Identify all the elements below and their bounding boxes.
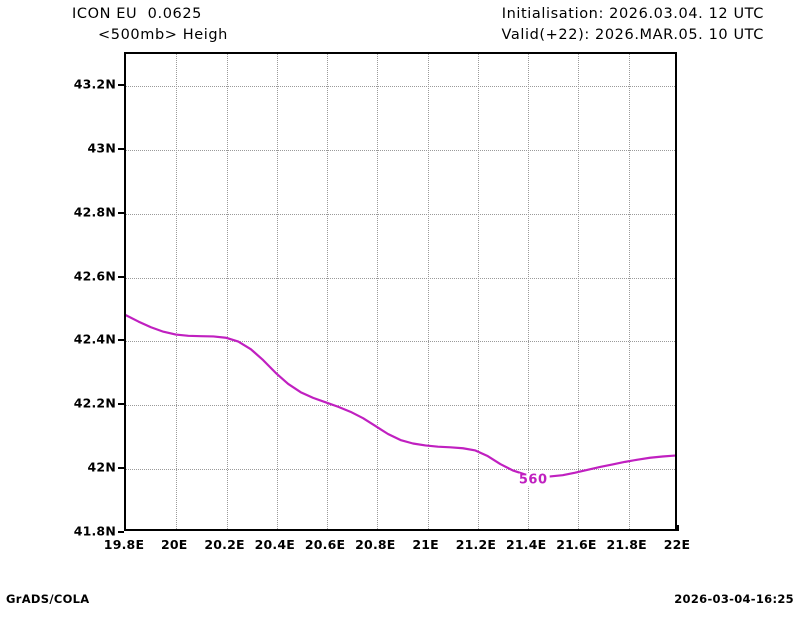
gridline-vertical xyxy=(528,54,530,529)
gridline-vertical xyxy=(176,54,178,529)
y-axis-tick-label: 41.8N xyxy=(73,523,116,539)
gridline-vertical xyxy=(578,54,580,529)
x-axis-tick-label: 21E xyxy=(412,537,439,552)
y-axis-tick xyxy=(118,339,124,342)
y-axis-tick-label: 42.8N xyxy=(73,204,116,220)
chart-header: ICON EU 0.0625 <500mb> Heigh Initialisat… xyxy=(0,0,800,50)
gridline-horizontal xyxy=(126,213,675,215)
gridline-horizontal xyxy=(126,149,675,151)
x-axis-tick-label: 21.6E xyxy=(556,537,597,552)
header-level-label: <500mb> Heigh xyxy=(98,27,228,43)
header-initialisation-label: Initialisation: 2026.03.04. 12 UTC xyxy=(501,6,764,22)
y-axis-tick xyxy=(118,83,124,86)
gridline-horizontal xyxy=(126,405,675,407)
gridline-vertical xyxy=(276,54,278,529)
y-axis-tick-label: 42N xyxy=(87,459,116,475)
y-axis-tick-label: 42.6N xyxy=(73,268,116,284)
x-axis-tick-label: 20.4E xyxy=(254,537,296,552)
gridline-vertical xyxy=(628,54,630,529)
x-axis-tick-label: 20E xyxy=(160,537,188,552)
y-axis-tick-label: 43.2N xyxy=(73,76,116,92)
gridline-horizontal xyxy=(126,341,675,343)
plot-area: 560 xyxy=(124,52,677,531)
contour-value-label: 560 xyxy=(516,472,550,488)
grads-credit: GrADS/COLA xyxy=(6,592,90,606)
x-axis-tick-label: 21.2E xyxy=(455,537,497,552)
gridline-vertical xyxy=(427,54,429,529)
y-axis-tick-label: 42.2N xyxy=(73,395,116,411)
x-axis-tick-label: 20.8E xyxy=(355,537,396,552)
gridline-horizontal xyxy=(126,277,675,279)
y-axis-labels: 41.8N 42N 42.2N 42.4N 42.6N 42.8N 43N 43.2N xyxy=(0,0,116,618)
x-axis-tick-label: 20.2E xyxy=(204,537,245,552)
contour-path xyxy=(126,314,675,478)
header-valid-label: Valid(+22): 2026.MAR.05. 10 UTC xyxy=(501,27,764,43)
render-timestamp: 2026-03-04-16:25 xyxy=(674,592,794,606)
x-axis-tick-label: 21.8E xyxy=(606,537,647,552)
y-axis-tick xyxy=(118,211,124,214)
y-axis-tick xyxy=(118,531,124,533)
gridline-horizontal xyxy=(126,469,675,471)
gridline-vertical xyxy=(226,54,228,529)
header-model-label: ICON EU 0.0625 xyxy=(72,6,202,22)
plot-inner: 560 xyxy=(126,54,675,529)
y-axis-tick xyxy=(118,147,124,150)
gridline-vertical xyxy=(327,54,329,529)
x-axis-tick-label: 20.6E xyxy=(304,537,346,552)
gridline-vertical xyxy=(377,54,379,529)
contour-lines xyxy=(126,314,675,478)
gridline-horizontal xyxy=(126,85,675,87)
gridline-vertical xyxy=(477,54,479,529)
x-axis-tick-label: 21.4E xyxy=(505,537,547,552)
y-axis-tick xyxy=(118,403,124,406)
x-axis-tick-label: 19.8E xyxy=(103,537,145,552)
x-axis-tick xyxy=(677,525,679,531)
y-axis-tick-label: 43N xyxy=(87,140,116,156)
x-axis-tick-label: 22E xyxy=(663,537,691,552)
y-axis-tick-label: 42.4N xyxy=(73,331,116,347)
y-axis-tick xyxy=(118,467,124,470)
y-axis-tick xyxy=(118,275,124,278)
